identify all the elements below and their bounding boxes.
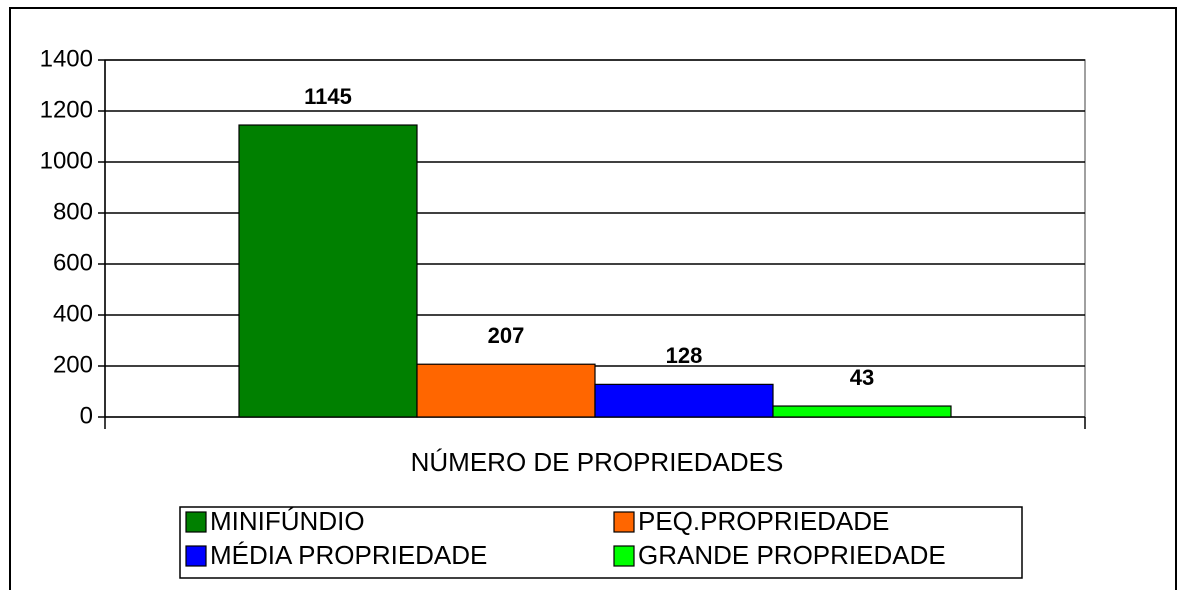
legend-box [179,506,1023,579]
legend-swatch [185,545,207,567]
bar [416,363,596,418]
y-tick-label: 0 [80,402,93,429]
value-label: 1145 [304,84,352,109]
y-tick-label: 400 [53,300,93,327]
y-tick-label: 1000 [40,147,93,174]
legend-label: MINIFÚNDIO [210,506,365,536]
y-tick-label: 1400 [40,45,93,72]
y-tick-label: 600 [53,249,93,276]
y-tick-label: 200 [53,351,93,378]
legend-swatch [185,511,207,533]
bar [772,405,952,418]
legend-swatch [613,545,635,567]
legend-label: MÉDIA PROPRIEDADE [210,540,487,570]
value-label: 43 [850,365,874,390]
legend-label: GRANDE PROPRIEDADE [638,540,946,570]
legend-swatch [613,511,635,533]
legend-label: PEQ.PROPRIEDADE [638,506,889,536]
value-label: 207 [488,323,525,348]
value-label: 128 [666,343,703,368]
chart-border [9,7,1177,590]
bar [238,124,418,418]
y-tick-label: 800 [53,198,93,225]
y-tick-label: 1200 [40,96,93,123]
x-tick-label: NÚMERO DE PROPRIEDADES [411,447,784,477]
bar [594,383,774,418]
